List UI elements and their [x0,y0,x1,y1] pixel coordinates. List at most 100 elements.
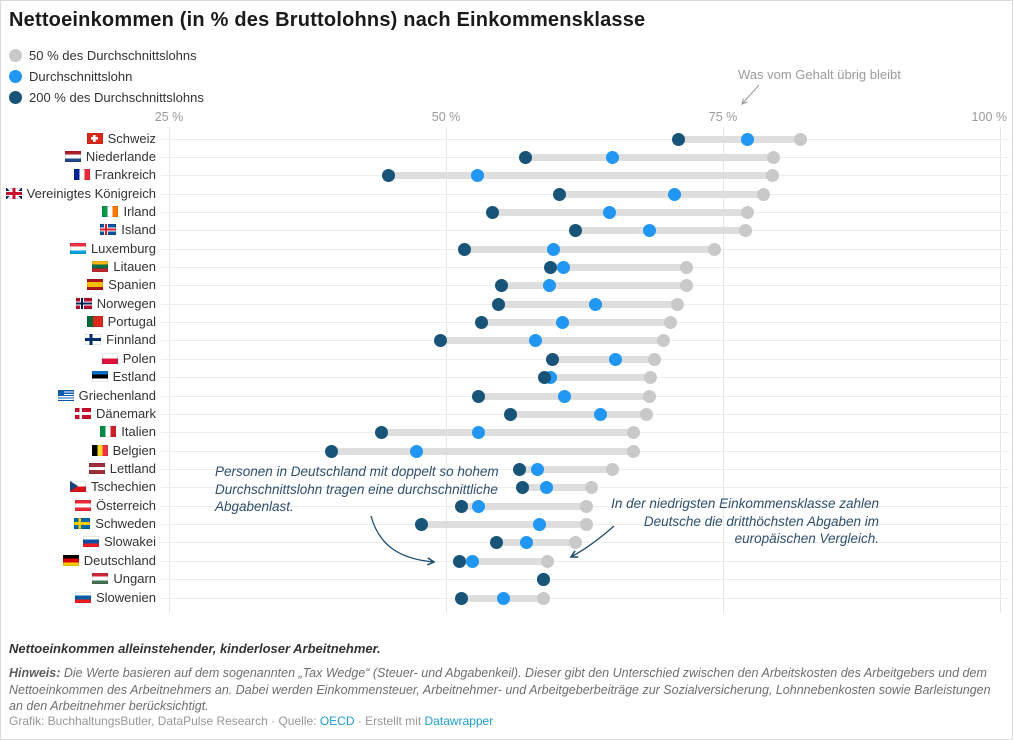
fi-flag-icon [85,334,102,346]
dot-high-income-darkblue[interactable] [545,352,559,366]
dot-low-income-gray[interactable] [740,205,754,219]
dot-high-income-darkblue[interactable] [486,205,500,219]
dot-high-income-darkblue[interactable] [452,554,466,568]
dot-low-income-gray[interactable] [757,187,771,201]
be-flag-icon [91,444,108,456]
dot-low-income-gray[interactable] [537,591,550,605]
nl-flag-icon [64,150,81,162]
dot-avg-income-blue[interactable] [531,462,545,476]
range-bar [497,282,690,290]
dot-avg-income-blue[interactable] [409,444,423,458]
dot-low-income-gray[interactable] [584,481,598,495]
dot-avg-income-blue[interactable] [471,499,485,513]
dot-high-income-darkblue[interactable] [415,518,429,532]
dot-low-income-gray[interactable] [656,334,670,348]
dot-low-income-gray[interactable] [569,536,583,550]
dot-high-income-darkblue[interactable] [455,499,468,513]
country-name: Lettland [109,460,156,476]
dot-low-income-gray[interactable] [643,389,657,403]
dot-avg-income-blue[interactable] [609,352,623,366]
dot-high-income-darkblue[interactable] [538,371,552,385]
dot-low-income-gray[interactable] [767,150,781,164]
dot-low-income-gray[interactable] [647,352,661,366]
dot-low-income-gray[interactable] [766,169,780,183]
dot-low-income-gray[interactable] [640,407,654,421]
dot-high-income-darkblue[interactable] [543,261,557,275]
dot-avg-income-blue[interactable] [603,205,617,219]
tool-link-datawrapper[interactable]: Datawrapper [424,714,494,728]
country-name: Dänemark [96,405,156,421]
dot-low-income-gray[interactable] [671,297,685,311]
x-gridline [446,127,447,613]
credits-text: Grafik: BuchhaltungsButler, DataPulse Re… [9,714,320,728]
dot-low-income-gray[interactable] [679,279,693,293]
range-bar [418,521,591,529]
dot-avg-income-blue[interactable] [555,316,569,330]
dot-high-income-darkblue[interactable] [491,297,505,311]
dot-low-income-gray[interactable] [541,554,555,568]
dot-avg-income-blue[interactable] [529,334,543,348]
dot-avg-income-blue[interactable] [556,261,570,275]
dot-high-income-darkblue[interactable] [537,573,550,587]
dot-low-income-gray[interactable] [580,499,594,513]
country-label: Frankreich [6,167,156,182]
dot-avg-income-blue[interactable] [740,132,754,146]
range-bar [384,172,777,180]
dot-avg-income-blue[interactable] [558,389,572,403]
dot-high-income-darkblue[interactable] [433,334,447,348]
dot-high-income-darkblue[interactable] [325,444,339,458]
dot-avg-income-blue[interactable] [546,242,560,256]
dot-low-income-gray[interactable] [644,371,658,385]
country-name: Litauen [113,259,156,275]
dot-low-income-gray[interactable] [679,261,693,275]
range-bar [477,319,675,327]
country-name: Norwegen [96,295,156,311]
dot-high-income-darkblue[interactable] [519,150,533,164]
dot-avg-income-blue[interactable] [540,481,554,495]
arrow-axis-annotation-icon [741,84,760,105]
dot-avg-income-blue[interactable] [520,536,534,550]
credits-text: · Erstellt mit [354,714,425,728]
dot-avg-income-blue[interactable] [605,150,619,164]
dot-high-income-darkblue[interactable] [503,407,517,421]
no-flag-icon [75,297,92,309]
dot-low-income-gray[interactable] [707,242,721,256]
dot-high-income-darkblue[interactable] [490,536,504,550]
dot-high-income-darkblue[interactable] [455,591,468,605]
dot-avg-income-blue[interactable] [643,224,657,238]
source-link-oecd[interactable]: OECD [319,714,355,728]
dot-high-income-darkblue[interactable] [471,389,485,403]
dot-low-income-gray[interactable] [626,444,640,458]
dot-avg-income-blue[interactable] [471,426,485,440]
dot-high-income-darkblue[interactable] [552,187,566,201]
ch-flag-icon [86,132,103,144]
dot-high-income-darkblue[interactable] [672,132,686,146]
dot-high-income-darkblue[interactable] [512,462,526,476]
dot-high-income-darkblue[interactable] [515,481,529,495]
country-name: Island [121,222,156,238]
dot-high-income-darkblue[interactable] [494,279,508,293]
country-label: Finnland [6,332,156,347]
dot-high-income-darkblue[interactable] [474,316,488,330]
dot-high-income-darkblue[interactable] [381,169,395,183]
dot-avg-income-blue[interactable] [497,591,511,605]
dot-low-income-gray[interactable] [664,316,678,330]
dot-high-income-darkblue[interactable] [569,224,583,238]
dot-high-income-darkblue[interactable] [458,242,472,256]
dot-low-income-gray[interactable] [738,224,752,238]
dot-avg-income-blue[interactable] [532,518,546,532]
dot-avg-income-blue[interactable] [466,554,480,568]
dot-avg-income-blue[interactable] [589,297,603,311]
footer-note: Hinweis: Die Werte basieren auf dem soge… [9,665,994,715]
dot-low-income-gray[interactable] [626,426,640,440]
country-name: Belgien [112,442,156,458]
dot-low-income-gray[interactable] [794,132,808,146]
dot-avg-income-blue[interactable] [667,187,681,201]
range-bar [518,484,595,492]
dot-avg-income-blue[interactable] [470,169,484,183]
dot-avg-income-blue[interactable] [593,407,607,421]
dot-avg-income-blue[interactable] [542,279,556,293]
dot-high-income-darkblue[interactable] [375,426,389,440]
dot-low-income-gray[interactable] [605,462,619,476]
country-label: Deutschland [6,553,156,568]
